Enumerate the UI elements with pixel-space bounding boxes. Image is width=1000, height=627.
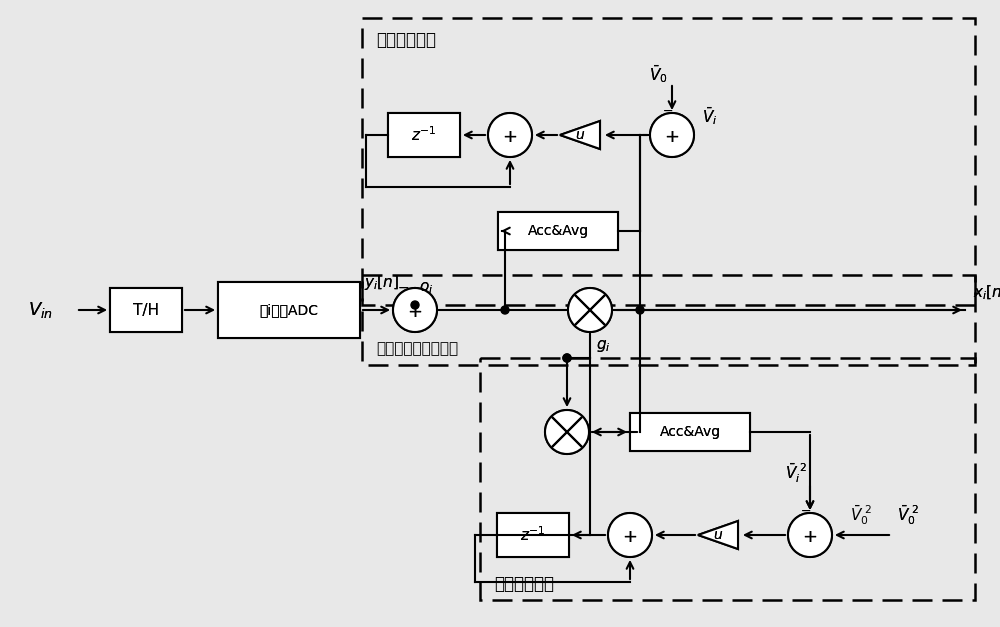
Text: T/H: T/H xyxy=(133,302,159,317)
Circle shape xyxy=(608,513,652,557)
Text: 第i通道ADC: 第i通道ADC xyxy=(260,303,318,317)
Text: +: + xyxy=(503,128,518,146)
Text: $z^{-1}$: $z^{-1}$ xyxy=(411,125,437,144)
Text: +: + xyxy=(802,528,818,546)
Bar xyxy=(498,212,618,250)
Circle shape xyxy=(788,513,832,557)
Text: $\bar{V}_0^{\ 2}$: $\bar{V}_0^{\ 2}$ xyxy=(897,503,919,527)
Polygon shape xyxy=(698,521,738,549)
Text: Acc&Avg: Acc&Avg xyxy=(527,224,589,238)
Circle shape xyxy=(636,306,644,314)
Text: $\bar{V}_i^{\ 2}$: $\bar{V}_i^{\ 2}$ xyxy=(785,461,807,485)
Circle shape xyxy=(488,113,532,157)
Circle shape xyxy=(650,113,694,157)
Text: $u$: $u$ xyxy=(575,128,585,142)
Text: $\bar{V}_0^{\ 2}$: $\bar{V}_0^{\ 2}$ xyxy=(850,503,872,527)
Text: $-$: $-$ xyxy=(662,104,674,117)
Circle shape xyxy=(568,288,612,332)
Circle shape xyxy=(393,288,437,332)
Circle shape xyxy=(411,301,419,309)
Text: $\bar{V}_0^{\ 2}$: $\bar{V}_0^{\ 2}$ xyxy=(897,503,919,527)
Text: $o_i$: $o_i$ xyxy=(419,280,433,296)
Text: $\bar{V}_i$: $\bar{V}_i$ xyxy=(702,105,717,127)
Text: +: + xyxy=(622,528,638,546)
Text: +: + xyxy=(503,128,518,146)
Text: Acc&Avg: Acc&Avg xyxy=(659,425,721,439)
Text: +: + xyxy=(802,528,818,546)
Text: $u$: $u$ xyxy=(575,128,585,142)
Text: +: + xyxy=(664,128,680,146)
Text: $x_i[n]$: $x_i[n]$ xyxy=(973,283,1000,302)
Bar xyxy=(362,275,975,365)
Bar xyxy=(498,212,618,250)
Text: $u$: $u$ xyxy=(713,528,723,542)
Polygon shape xyxy=(698,521,738,549)
Circle shape xyxy=(608,513,652,557)
Circle shape xyxy=(393,288,437,332)
Circle shape xyxy=(788,513,832,557)
Bar xyxy=(497,513,569,557)
Circle shape xyxy=(650,113,694,157)
Bar xyxy=(362,18,975,305)
Text: 偏置、增益误差校准: 偏置、增益误差校准 xyxy=(376,342,458,357)
Circle shape xyxy=(545,410,589,454)
Text: +: + xyxy=(664,128,680,146)
Text: 偏置误差估计: 偏置误差估计 xyxy=(376,31,436,49)
Text: Acc&Avg: Acc&Avg xyxy=(527,224,589,238)
Bar xyxy=(480,358,975,600)
Bar xyxy=(630,413,750,451)
Text: T/H: T/H xyxy=(133,302,159,317)
Circle shape xyxy=(501,306,509,314)
Text: $x_i[n]$: $x_i[n]$ xyxy=(973,283,1000,302)
Circle shape xyxy=(545,410,589,454)
Text: $-$: $-$ xyxy=(662,104,674,117)
Circle shape xyxy=(568,288,612,332)
Text: +: + xyxy=(408,303,422,321)
Text: $g_i$: $g_i$ xyxy=(596,338,611,354)
Text: $V_{in}$: $V_{in}$ xyxy=(28,300,53,320)
Bar xyxy=(218,282,360,338)
Polygon shape xyxy=(560,121,600,149)
Bar xyxy=(218,282,360,338)
Bar xyxy=(388,113,460,157)
Text: $u$: $u$ xyxy=(713,528,723,542)
Text: $z^{-1}$: $z^{-1}$ xyxy=(520,525,546,544)
Text: $g_i$: $g_i$ xyxy=(596,338,611,354)
Bar xyxy=(630,413,750,451)
Text: $-$: $-$ xyxy=(397,280,409,294)
Circle shape xyxy=(488,113,532,157)
Text: $V_{in}$: $V_{in}$ xyxy=(28,300,53,320)
Text: $o_i$: $o_i$ xyxy=(419,280,433,296)
Text: $\bar{V}_i^{\ 2}$: $\bar{V}_i^{\ 2}$ xyxy=(785,461,807,485)
Text: $-$: $-$ xyxy=(800,504,812,517)
Text: $z^{-1}$: $z^{-1}$ xyxy=(520,525,546,544)
Text: +: + xyxy=(408,303,422,321)
Polygon shape xyxy=(560,121,600,149)
Text: $-$: $-$ xyxy=(397,280,409,294)
Text: $\bar{V}_0$: $\bar{V}_0$ xyxy=(649,63,667,85)
Text: $y_i[n]$: $y_i[n]$ xyxy=(364,273,399,292)
Text: +: + xyxy=(622,528,638,546)
Circle shape xyxy=(563,354,571,362)
Text: $\bar{V}_0$: $\bar{V}_0$ xyxy=(649,63,667,85)
Text: Acc&Avg: Acc&Avg xyxy=(659,425,721,439)
Circle shape xyxy=(563,354,571,362)
Bar xyxy=(388,113,460,157)
Bar xyxy=(110,288,182,332)
Text: 增益误差估计: 增益误差估计 xyxy=(494,575,554,593)
Bar xyxy=(497,513,569,557)
Bar xyxy=(110,288,182,332)
Text: $\bar{V}_i$: $\bar{V}_i$ xyxy=(702,105,717,127)
Text: 第i通道ADC: 第i通道ADC xyxy=(260,303,318,317)
Text: $-$: $-$ xyxy=(800,504,812,517)
Text: $y_i[n]$: $y_i[n]$ xyxy=(364,273,399,292)
Text: $z^{-1}$: $z^{-1}$ xyxy=(411,125,437,144)
